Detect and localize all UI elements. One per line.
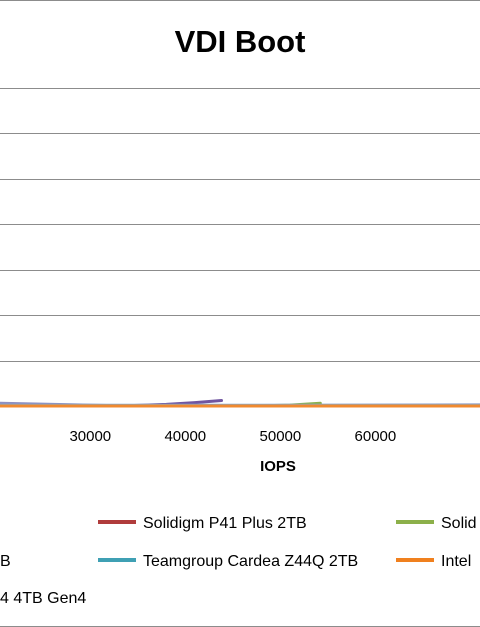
chart-title: VDI Boot (175, 24, 306, 59)
legend-label: Solidigm P41 Plus 2TB (143, 515, 307, 532)
legend-label: Solid (441, 515, 477, 532)
legend-label: Teamgroup Cardea Z44Q 2TB (143, 553, 358, 570)
x-axis-title: IOPS (260, 458, 296, 475)
x-tick-label: 30000 (69, 428, 111, 445)
grid-layer (0, 88, 480, 407)
legend-label: Intel (441, 553, 471, 570)
x-tick-layer: 30000 40000 50000 60000 (69, 428, 396, 445)
series-layer (0, 399, 480, 408)
x-tick-label: 60000 (355, 428, 397, 445)
legend: Solidigm P41 Plus 2TB Solid B Teamgroup Car… (0, 515, 477, 607)
x-tick-label: 40000 (164, 428, 206, 445)
legend-label: 4 4TB Gen4 (0, 590, 86, 607)
legend-label: B (0, 553, 11, 570)
x-tick-label: 50000 (260, 428, 302, 445)
